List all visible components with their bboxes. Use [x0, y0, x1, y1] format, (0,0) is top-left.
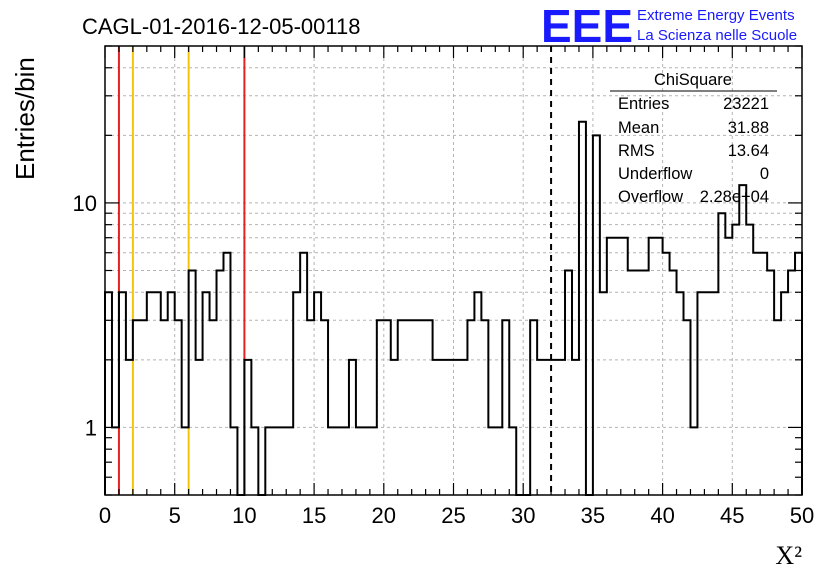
x-tick-label: 0: [99, 503, 111, 528]
x-tick-label: 10: [232, 503, 256, 528]
y-tick-label: 10: [73, 191, 97, 216]
stats-label-overflow: Overflow: [618, 188, 683, 206]
x-tick-label: 50: [790, 503, 814, 528]
histogram-line: [104, 120, 803, 496]
stats-value-mean: 31.88: [728, 119, 769, 137]
x-tick-label: 25: [441, 503, 465, 528]
eee-logo: EEE Extreme Energy Events La Scienza nel…: [541, 0, 797, 52]
stats-label-underflow: Underflow: [618, 165, 692, 183]
y-tick-label: 1: [85, 415, 97, 440]
chart-title: CAGL-01-2016-12-05-00118: [82, 14, 360, 39]
stats-value-entries: 23221: [723, 95, 769, 113]
eee-logo-line1: Extreme Energy Events: [637, 7, 795, 24]
x-tick-label: 30: [511, 503, 535, 528]
x-tick-label: 20: [372, 503, 396, 528]
axis-ticks: 0 5 10 15 20 25 30 35 40 45 50 1 10: [73, 45, 814, 528]
x-axis-label: X²: [775, 541, 802, 570]
x-tick-label: 15: [302, 503, 326, 528]
y-axis-label: Entries/bin: [10, 57, 40, 180]
stats-label-mean: Mean: [618, 119, 659, 137]
stats-box-name: ChiSquare: [654, 71, 732, 89]
stats-box: ChiSquare Entries 23221 Mean 31.88 RMS 1…: [610, 71, 777, 206]
x-tick-label: 5: [169, 503, 181, 528]
stats-value-underflow: 0: [760, 165, 769, 183]
eee-logo-mark: EEE: [541, 0, 633, 52]
eee-logo-line2: La Scienza nelle Scuole: [637, 27, 797, 44]
stats-label-entries: Entries: [618, 95, 669, 113]
x-tick-label: 35: [581, 503, 605, 528]
stats-label-rms: RMS: [618, 142, 655, 160]
stats-value-overflow: 2.28e+04: [700, 188, 769, 206]
stats-value-rms: 13.64: [728, 142, 769, 160]
x-tick-label: 40: [650, 503, 674, 528]
x-tick-label: 45: [720, 503, 744, 528]
